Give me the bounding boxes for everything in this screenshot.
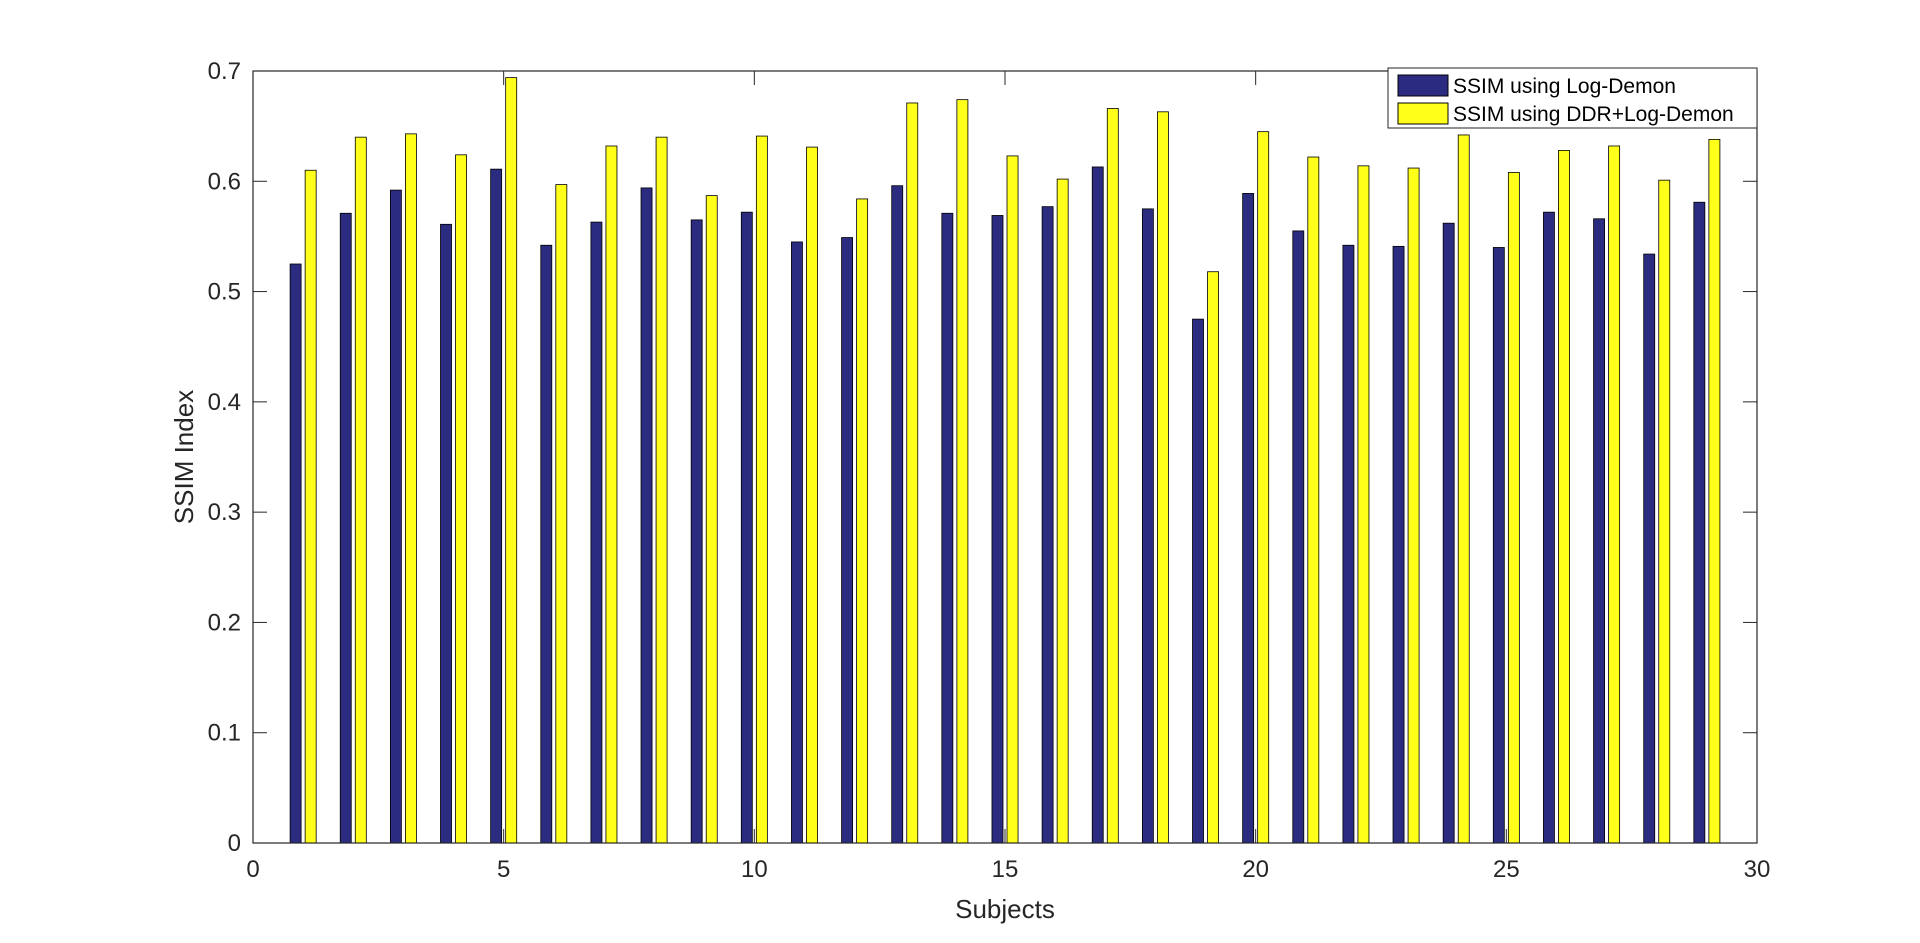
bar-series1-subject-21: [1292, 230, 1305, 844]
bar-series1-subject-1: [289, 263, 302, 844]
bar-series2-subject-11: [806, 146, 818, 844]
y-tick-label: 0.5: [208, 279, 241, 306]
x-tick-label: 10: [741, 856, 768, 883]
bar-series2-subject-12: [856, 198, 869, 844]
bar-series1-subject-17: [1091, 166, 1104, 844]
y-tick-label: 0: [228, 830, 241, 857]
bar-series1-subject-18: [1141, 208, 1154, 844]
bar-series2-subject-27: [1608, 145, 1621, 844]
bar-series2-subject-20: [1257, 131, 1270, 844]
bar-series1-subject-23: [1392, 245, 1405, 844]
bar-series2-subject-17: [1106, 108, 1119, 844]
bar-series2-subject-26: [1558, 150, 1570, 844]
bar-series2-subject-14: [956, 99, 969, 844]
legend: SSIM using Log-Demon SSIM using DDR+Log-…: [1387, 67, 1758, 129]
bar-series2-subject-18: [1157, 111, 1169, 844]
bar-series1-subject-10: [740, 211, 753, 844]
legend-swatch-log-demon: [1397, 74, 1449, 97]
bar-series2-subject-23: [1407, 167, 1420, 844]
y-tick-label: 0.4: [208, 389, 241, 416]
bar-series2-subject-21: [1307, 156, 1320, 844]
bar-series2-subject-7: [605, 145, 618, 844]
bar-series2-subject-15: [1006, 155, 1019, 844]
bar-series2-subject-16: [1056, 178, 1069, 844]
bar-series2-subject-19: [1207, 271, 1219, 844]
bar-series2-subject-24: [1457, 134, 1470, 844]
plot-area: [253, 71, 1757, 843]
bar-series2-subject-1: [304, 169, 317, 844]
bar-series2-subject-29: [1708, 138, 1721, 844]
legend-box: [1387, 67, 1758, 129]
bar-series2-subject-9: [705, 195, 718, 844]
bar-series1-subject-16: [1041, 206, 1054, 844]
bar-series1-subject-15: [991, 215, 1004, 844]
y-tick-label: 0.2: [208, 609, 241, 636]
bar-series1-subject-7: [590, 221, 603, 844]
bar-series1-subject-22: [1342, 244, 1355, 844]
tick-labels-group: 0 5 10 15 20 25 30 0 0.1 0.2 0.3 0.4 0.5 0.6 0.7: [208, 58, 1771, 883]
legend-swatch-ddr-log-demon: [1397, 102, 1449, 125]
bar-series1-subject-8: [640, 187, 653, 844]
legend-label-log-demon: SSIM using Log-Demon: [1453, 75, 1676, 98]
bar-series1-subject-13: [891, 185, 904, 844]
bar-series1-subject-28: [1643, 253, 1656, 844]
y-tick-label: 0.3: [208, 499, 241, 526]
bar-series1-subject-3: [389, 189, 402, 844]
x-tick-label: 15: [992, 856, 1019, 883]
bar-series1-subject-29: [1693, 201, 1706, 844]
bar-series1-subject-6: [540, 244, 553, 844]
y-tick-label: 0.1: [208, 720, 241, 747]
bar-series1-subject-9: [690, 219, 703, 844]
bar-series1-subject-11: [791, 241, 803, 844]
bar-series2-subject-2: [354, 136, 367, 844]
bar-series2-subject-22: [1357, 165, 1370, 844]
x-tick-label: 25: [1493, 856, 1520, 883]
bar-series1-subject-24: [1442, 222, 1455, 844]
x-tick-label: 0: [246, 856, 259, 883]
bar-series1-subject-26: [1543, 211, 1555, 844]
bar-series2-subject-25: [1507, 172, 1520, 844]
x-tick-label: 20: [1242, 856, 1269, 883]
bar-series2-subject-3: [405, 133, 417, 844]
bar-series1-subject-14: [941, 212, 954, 844]
x-tick-label: 5: [497, 856, 510, 883]
bar-series1-subject-12: [841, 237, 854, 844]
bars-group: [289, 77, 1721, 844]
bar-series2-subject-28: [1658, 179, 1671, 844]
bar-series2-subject-6: [555, 184, 568, 844]
bar-series2-subject-5: [505, 77, 518, 844]
bar-series2-subject-13: [906, 102, 919, 844]
y-tick-label: 0.6: [208, 168, 241, 195]
y-axis-label: SSIM Index: [169, 390, 199, 524]
bar-series2-subject-8: [655, 136, 668, 844]
x-axis-label: Subjects: [955, 894, 1055, 924]
bar-series1-subject-27: [1593, 218, 1605, 844]
bar-series1-subject-19: [1192, 318, 1204, 844]
legend-label-ddr-log-demon: SSIM using DDR+Log-Demon: [1453, 103, 1734, 126]
x-tick-label: 30: [1744, 856, 1771, 883]
bar-series1-subject-20: [1242, 193, 1255, 844]
bar-series1-subject-2: [339, 212, 352, 844]
bar-series1-subject-5: [490, 168, 503, 844]
y-tick-label: 0.7: [208, 58, 241, 85]
bar-series1-subject-4: [440, 223, 452, 844]
bar-series2-subject-10: [755, 135, 768, 844]
bar-series1-subject-25: [1492, 247, 1505, 844]
axes-box: [252, 70, 1758, 844]
bar-series2-subject-4: [455, 154, 467, 844]
